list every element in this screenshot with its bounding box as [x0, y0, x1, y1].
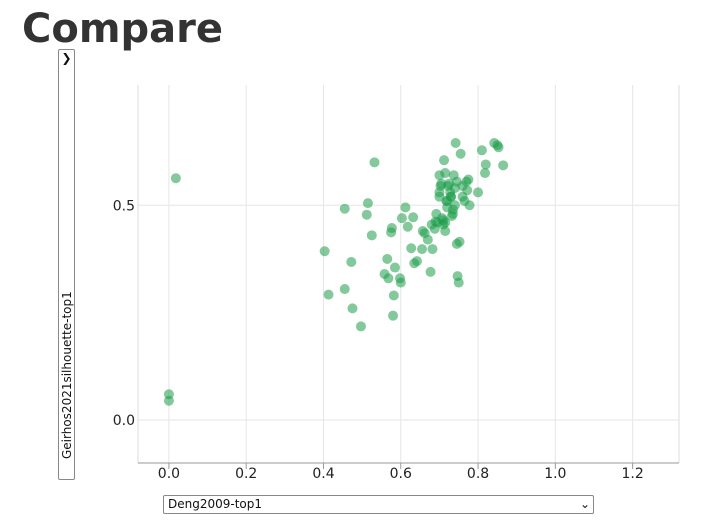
scatter-point[interactable]	[439, 155, 450, 166]
x-tick-label: 0.2	[235, 466, 257, 482]
chart-frame	[137, 85, 680, 469]
scatter-points	[163, 137, 509, 406]
scatter-point[interactable]	[434, 187, 445, 198]
x-tick-label: 0.8	[467, 466, 489, 482]
x-tick-label: 1.2	[621, 466, 643, 482]
scatter-point[interactable]	[498, 160, 509, 171]
x-tick-label: 0.6	[390, 466, 412, 482]
scatter-point[interactable]	[402, 221, 413, 232]
scatter-point[interactable]	[440, 226, 451, 237]
scatter-point[interactable]	[476, 145, 487, 156]
x-tick-label: 0.0	[158, 466, 180, 482]
scatter-point[interactable]	[417, 244, 428, 255]
scatter-point[interactable]	[473, 187, 484, 198]
scatter-point[interactable]	[425, 266, 436, 277]
scatter-point[interactable]	[395, 277, 406, 288]
scatter-point[interactable]	[451, 238, 462, 249]
x-tick-label: 1.0	[544, 466, 566, 482]
scatter-point[interactable]	[453, 277, 464, 288]
scatter-point[interactable]	[446, 191, 457, 202]
scatter-point[interactable]	[386, 223, 397, 234]
scatter-point[interactable]	[457, 180, 468, 191]
scatter-point[interactable]	[438, 215, 449, 226]
chart-grid	[138, 85, 679, 463]
scatter-point[interactable]	[346, 256, 357, 267]
scatter-point[interactable]	[388, 290, 399, 301]
scatter-point[interactable]	[408, 212, 419, 223]
chevron-right-icon: ❯	[61, 51, 72, 65]
scatter-point[interactable]	[450, 137, 461, 148]
scatter-point[interactable]	[347, 303, 358, 314]
scatter-point[interactable]	[422, 234, 433, 245]
x-tick-label: 0.4	[312, 466, 334, 482]
scatter-point[interactable]	[436, 178, 447, 189]
page-title: Compare	[22, 6, 223, 52]
scatter-point[interactable]	[455, 148, 466, 159]
x-axis-select[interactable]: Deng2009-top1 ⌄	[163, 495, 594, 514]
scatter-point[interactable]	[480, 159, 491, 170]
scatter-point[interactable]	[339, 284, 350, 295]
scatter-point[interactable]	[412, 256, 423, 267]
scatter-point[interactable]	[355, 321, 366, 332]
scatter-point[interactable]	[426, 219, 437, 230]
scatter-point[interactable]	[400, 202, 411, 213]
scatter-point[interactable]	[396, 213, 407, 224]
scatter-point[interactable]	[480, 168, 491, 179]
scatter-point[interactable]	[323, 289, 334, 300]
scatter-point[interactable]	[463, 174, 474, 185]
scatter-point[interactable]	[447, 208, 458, 219]
scatter-point[interactable]	[427, 244, 438, 255]
scatter-point[interactable]	[366, 230, 377, 241]
scatter-point[interactable]	[369, 157, 380, 168]
scatter-point[interactable]	[163, 395, 174, 406]
scatter-point[interactable]	[464, 200, 475, 211]
y-tick-label: 0.5	[113, 198, 135, 214]
scatter-point[interactable]	[440, 168, 451, 179]
scatter-point[interactable]	[382, 253, 393, 264]
scatter-point[interactable]	[388, 310, 399, 321]
x-axis-select-value: Deng2009-top1	[168, 497, 263, 511]
scatter-point[interactable]	[493, 142, 504, 153]
scatter-point[interactable]	[389, 262, 400, 273]
y-axis-select[interactable]: ❯ Geirhos2021silhouette-top1	[58, 49, 75, 480]
scatter-point[interactable]	[170, 173, 181, 184]
tick-labels: 0.0 0.2 0.4 0.6 0.8 1.0 1.2 0.0 0.5	[113, 198, 644, 482]
chevron-down-icon: ⌄	[579, 497, 590, 511]
scatter-point[interactable]	[383, 273, 394, 284]
scatter-point[interactable]	[339, 203, 350, 214]
scatter-point[interactable]	[362, 198, 373, 209]
scatter-chart: 0.0 0.2 0.4 0.6 0.8 1.0 1.2 0.0 0.5	[113, 85, 680, 482]
scatter-point[interactable]	[361, 209, 372, 220]
scatter-point[interactable]	[406, 243, 417, 254]
scatter-point[interactable]	[319, 246, 330, 257]
scatter-point[interactable]	[449, 200, 460, 211]
y-tick-label: 0.0	[113, 413, 135, 429]
